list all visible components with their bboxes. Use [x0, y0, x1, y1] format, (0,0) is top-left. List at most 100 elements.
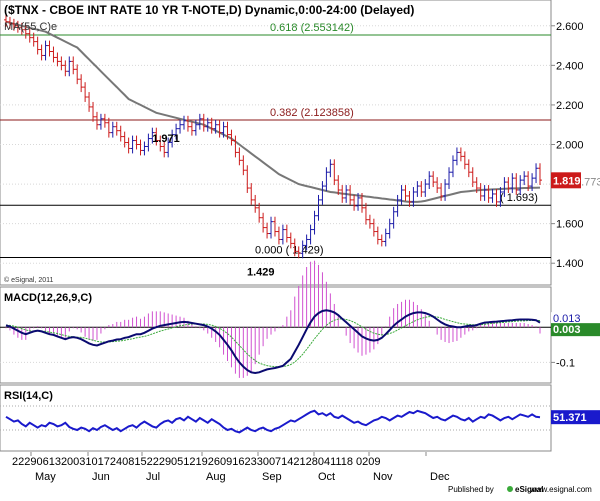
ohlc-bar — [518, 175, 523, 195]
ohlc-bar — [276, 226, 281, 245]
esignal-logo-text: eSignal — [515, 485, 543, 494]
ohlc-bar — [229, 129, 234, 146]
ohlc-bar — [209, 117, 214, 134]
ohlc-bar — [261, 212, 266, 233]
ohlc-bar — [126, 137, 131, 154]
ohlc-bar — [249, 183, 254, 205]
ma-55-line — [5, 20, 541, 203]
chart-title: ($TNX - CBOE INT RATE 10 YR T-NOTE,D) Dy… — [4, 3, 414, 17]
ohlc-bar — [510, 173, 515, 193]
price-tick-label: 2.600 — [556, 21, 584, 33]
ohlc-bar — [415, 181, 420, 197]
ohlc-bar — [91, 101, 96, 122]
ohlc-bar — [320, 181, 325, 205]
ohlc-bar — [51, 46, 56, 63]
ohlc-bar — [114, 121, 119, 136]
ohlc-bar — [189, 121, 194, 136]
macd-panel: MACD(12,26,9,C) — [0, 260, 552, 384]
price-annotation: 1.971 — [152, 133, 180, 145]
ohlc-bar — [11, 18, 16, 31]
x-axis: 2229061320031017240815222905121926091623… — [12, 452, 450, 483]
price-panel-frame — [0, 0, 552, 286]
rsi-grid — [0, 405, 551, 431]
price-levels: 0.618 (2.553142) 0.382 (2.123858) ( 1.693)… — [0, 22, 551, 258]
ohlc-bar — [439, 183, 444, 201]
ohlc-bar — [435, 177, 440, 193]
ohlc-bar — [363, 202, 368, 225]
ohlc-bar — [490, 189, 495, 203]
price-level-label: 0.382 (2.123858) — [270, 107, 354, 119]
esignal-logo-mark — [507, 486, 513, 492]
ohlc-bar — [375, 226, 380, 245]
ohlc-bar — [35, 36, 40, 55]
ohlc-bar — [383, 228, 388, 247]
ohlc-bar — [486, 185, 491, 203]
ohlc-bar — [292, 238, 297, 257]
ohlc-bar — [352, 194, 357, 211]
ohlc-bar — [19, 22, 24, 35]
macd-line — [5, 309, 541, 375]
ohlc-bar — [178, 119, 183, 134]
ohlc-bar — [458, 147, 463, 162]
ohlc-bar — [75, 64, 80, 85]
ohlc-bar — [217, 119, 222, 138]
publisher-url: www.esignal.com — [529, 485, 592, 494]
ohlc-bar — [360, 192, 364, 213]
ohlc-bar — [411, 187, 416, 207]
ohlc-bar — [182, 115, 186, 130]
price-tick-label: 2.400 — [556, 60, 584, 72]
ohlc-bar — [454, 147, 459, 166]
ohlc-bar — [158, 135, 163, 152]
ohlc-bar — [106, 117, 111, 138]
rsi-value-box — [551, 410, 600, 425]
ohlc-bar — [27, 28, 32, 43]
ohlc-bar — [478, 183, 483, 201]
ohlc-bar — [43, 40, 48, 61]
ohlc-bar — [431, 171, 436, 188]
ohlc-bar — [466, 159, 471, 178]
ohlc-bar — [150, 127, 155, 144]
x-month-label: Aug — [206, 471, 226, 483]
ohlc-bar — [79, 74, 84, 93]
ohlc-bar — [304, 234, 309, 251]
ohlc-bar — [15, 20, 20, 33]
price-tick-label: 2.000 — [556, 140, 584, 152]
ohlc-bar — [102, 113, 107, 128]
ohlc-bar — [142, 141, 147, 156]
ohlc-bar — [201, 113, 206, 132]
x-day-labels: 2229061320031017240815222905121926091623… — [12, 456, 380, 468]
ma-legend: MA(55,C)e — [4, 21, 57, 33]
price-tick-label: 1.400 — [556, 258, 584, 270]
price-annotation: 1.429 — [247, 266, 275, 278]
ohlc-bar — [530, 173, 535, 191]
ohlc-bar — [94, 111, 99, 130]
current-price-box — [551, 172, 581, 189]
rsi-value-label: 51.371 — [553, 412, 587, 424]
ohlc-bar — [538, 163, 542, 186]
ohlc-bar — [185, 115, 190, 132]
x-month-label: Oct — [318, 471, 335, 483]
ohlc-bar — [399, 185, 404, 205]
ohlc-bar — [502, 177, 507, 197]
ohlc-bar — [423, 179, 428, 197]
price-panel: 0.618 (2.553142) 0.382 (2.123858) ( 1.693)… — [0, 0, 552, 286]
macd-histogram — [5, 260, 541, 378]
ohlc-bar — [395, 194, 400, 217]
ohlc-bar — [371, 218, 376, 237]
ohlc-bar — [316, 194, 321, 221]
ohlc-bar — [522, 171, 527, 186]
ohlc-bar — [324, 167, 329, 191]
macd-signal-line — [5, 316, 540, 368]
ohlc-bar — [170, 129, 175, 148]
rsi-axis: 51.371 — [551, 410, 600, 425]
ohlc-bar — [526, 171, 531, 191]
price-tick-label: 2.200 — [556, 100, 584, 112]
ohlc-bar — [332, 159, 337, 186]
ohlc-bar — [245, 165, 250, 193]
current-price-label: 1.819 — [553, 175, 581, 187]
ohlc-bar — [197, 113, 202, 130]
macd-secondary-box — [551, 312, 600, 325]
ohlc-bar — [427, 171, 432, 190]
ohlc-bar — [59, 56, 64, 71]
